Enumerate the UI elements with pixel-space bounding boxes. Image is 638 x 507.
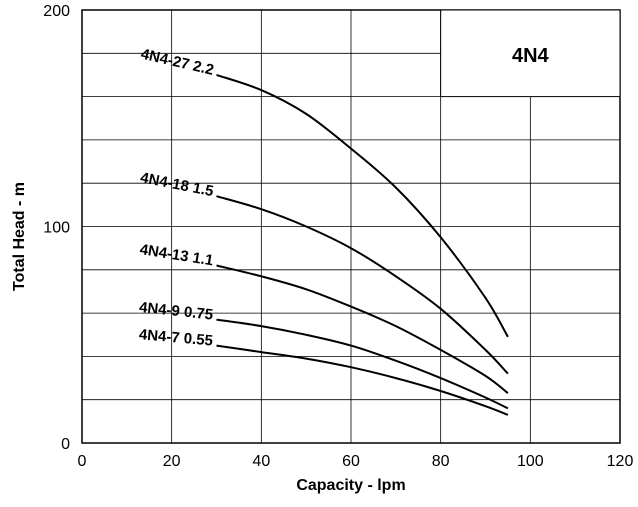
y-tick-label: 100 <box>43 220 70 237</box>
curves <box>216 73 509 416</box>
x-tick-labels: 0 20 40 60 80 100 120 <box>78 453 634 470</box>
series-line <box>216 195 509 375</box>
curve-labels: 4N4-27 2.2 4N4-18 1.5 4N4-13 1.1 4N4-9 0.75… <box>138 46 215 350</box>
series-label: 4N4-27 2.2 <box>139 46 215 79</box>
x-tick-label: 80 <box>432 453 450 470</box>
x-tick-label: 100 <box>517 453 544 470</box>
series-label: 4N4-13 1.1 <box>139 241 215 269</box>
model-badge-box <box>440 9 621 98</box>
x-tick-label: 40 <box>252 453 270 470</box>
x-tick-label: 60 <box>342 453 360 470</box>
series-line <box>216 344 509 416</box>
y-tick-label: 200 <box>43 3 70 20</box>
x-axis-label: Capacity - lpm <box>296 477 405 494</box>
series-label: 4N4-18 1.5 <box>139 169 215 200</box>
series-label: 4N4-9 0.75 <box>138 299 214 324</box>
y-tick-labels: 0 100 200 <box>43 3 70 453</box>
plot-frame <box>81 9 621 444</box>
x-tick-label: 120 <box>607 453 634 470</box>
y-axis-label: Total Head - m <box>11 182 28 291</box>
model-badge-text: 4N4 <box>512 45 550 67</box>
series-line <box>216 73 509 338</box>
x-tick-label: 0 <box>78 453 87 470</box>
model-badge: 4N4 <box>440 9 621 98</box>
series-label: 4N4-7 0.55 <box>138 326 213 349</box>
x-tick-label: 20 <box>163 453 181 470</box>
y-tick-label: 0 <box>61 436 70 453</box>
series-line <box>216 318 509 410</box>
series-line <box>216 264 509 394</box>
